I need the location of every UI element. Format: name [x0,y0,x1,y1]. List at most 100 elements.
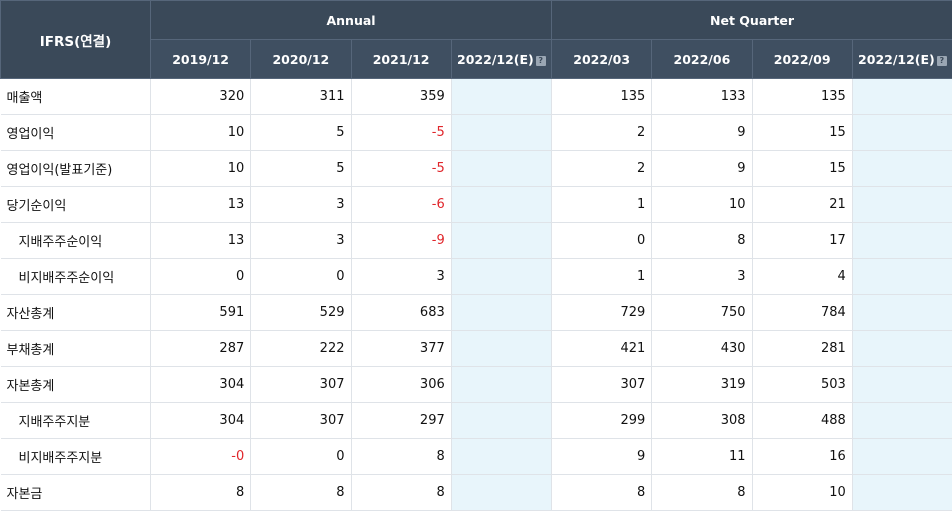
estimate-cell [451,78,553,115]
value-cell: 0 [551,222,653,259]
estimate-cell [852,330,952,367]
value-cell: 529 [250,294,352,331]
value-cell: 9 [651,114,753,151]
value-cell: 591 [150,294,252,331]
value-cell: 8 [551,474,653,511]
value-cell: 8 [651,474,753,511]
row-label: 지배주주지분 [0,402,151,439]
value-cell: 421 [551,330,653,367]
estimate-cell [852,294,952,331]
value-cell: 304 [150,402,252,439]
value-cell: 683 [351,294,452,331]
value-cell: 16 [752,438,853,475]
estimate-cell [451,438,553,475]
value-cell: 21 [752,186,853,223]
estimate-help-icon[interactable]: ? [535,55,546,66]
value-cell: 306 [351,366,452,403]
value-cell: 8 [150,474,252,511]
table-row: 자산총계 591 529 683 729 750 784 [0,294,952,331]
value-cell: 307 [551,366,653,403]
table-row: 당기순이익 13 3 -6 1 10 21 [0,186,952,223]
estimate-cell [451,294,553,331]
value-cell: 359 [351,78,452,115]
value-cell: 311 [250,78,352,115]
row-label: 당기순이익 [0,186,151,223]
row-label: 자본금 [0,474,151,511]
value-cell: 8 [651,222,753,259]
table-row: 자본총계 304 307 306 307 319 503 [0,366,952,403]
estimate-cell [852,78,952,115]
estimate-help-icon[interactable]: ? [936,55,947,66]
value-cell: 784 [752,294,853,331]
value-cell: 15 [752,114,853,151]
value-cell: 5 [250,114,352,151]
table-row: 부채총계 287 222 377 421 430 281 [0,330,952,367]
table-row: 지배주주순이익 13 3 -9 0 8 17 [0,222,952,259]
period-header: 2022/12(E)? [851,39,952,79]
value-cell: 287 [150,330,252,367]
value-cell: 8 [250,474,352,511]
value-cell: 3 [250,222,352,259]
table-row: 영업이익 10 5 -5 2 9 15 [0,114,952,151]
estimate-cell [451,186,553,223]
period-header: 2021/12 [350,39,452,79]
financial-summary-table: IFRS(연결) Annual Net Quarter 2019/12 2020… [0,0,952,511]
period-header: 2022/03 [551,39,653,79]
value-cell: -9 [351,222,452,259]
value-cell: 3 [351,258,452,295]
value-cell: 13 [150,186,252,223]
period-header: 2020/12 [250,39,352,79]
estimate-cell [451,330,553,367]
value-cell: 1 [551,258,653,295]
estimate-cell [852,150,952,187]
value-cell: 299 [551,402,653,439]
estimate-cell [451,474,553,511]
value-cell: 135 [752,78,853,115]
row-label: 자산총계 [0,294,151,331]
value-cell: 488 [752,402,853,439]
value-cell: 9 [651,150,753,187]
value-cell: -0 [150,438,252,475]
row-label: 영업이익 [0,114,151,151]
table-row: 지배주주지분 304 307 297 299 308 488 [0,402,952,439]
value-cell: 13 [150,222,252,259]
value-cell: 0 [150,258,252,295]
row-label: 비지배주주순이익 [0,258,151,295]
value-cell: 10 [752,474,853,511]
value-cell: 9 [551,438,653,475]
estimate-cell [451,366,553,403]
period-header: 2022/12(E)? [450,39,553,79]
row-label: 자본총계 [0,366,151,403]
table-row: 비지배주주순이익 0 0 3 1 3 4 [0,258,952,295]
value-cell: -5 [351,150,452,187]
value-cell: 8 [351,474,452,511]
estimate-cell [852,114,952,151]
value-cell: 11 [651,438,753,475]
value-cell: 135 [551,78,653,115]
value-cell: 304 [150,366,252,403]
value-cell: 133 [651,78,753,115]
value-cell: 222 [250,330,352,367]
table-row: 자본금 8 8 8 8 8 10 [0,474,952,511]
value-cell: 8 [351,438,452,475]
table-row: 매출액 320 311 359 135 133 135 [0,78,952,115]
value-cell: 4 [752,258,853,295]
value-cell: 2 [551,114,653,151]
value-cell: 10 [150,114,252,151]
estimate-cell [451,258,553,295]
row-label: 비지배주주지분 [0,438,151,475]
quarter-group-header: Net Quarter [551,0,952,40]
value-cell: 15 [752,150,853,187]
estimate-cell [852,438,952,475]
accounting-standard-header: IFRS(연결) [0,0,151,79]
value-cell: 320 [150,78,252,115]
value-cell: 3 [250,186,352,223]
value-cell: 281 [752,330,853,367]
estimate-cell [852,222,952,259]
table-row: 영업이익(발표기준) 10 5 -5 2 9 15 [0,150,952,187]
value-cell: -6 [351,186,452,223]
period-header: 2022/09 [751,39,853,79]
estimate-cell [852,258,952,295]
value-cell: 2 [551,150,653,187]
estimate-cell [451,222,553,259]
